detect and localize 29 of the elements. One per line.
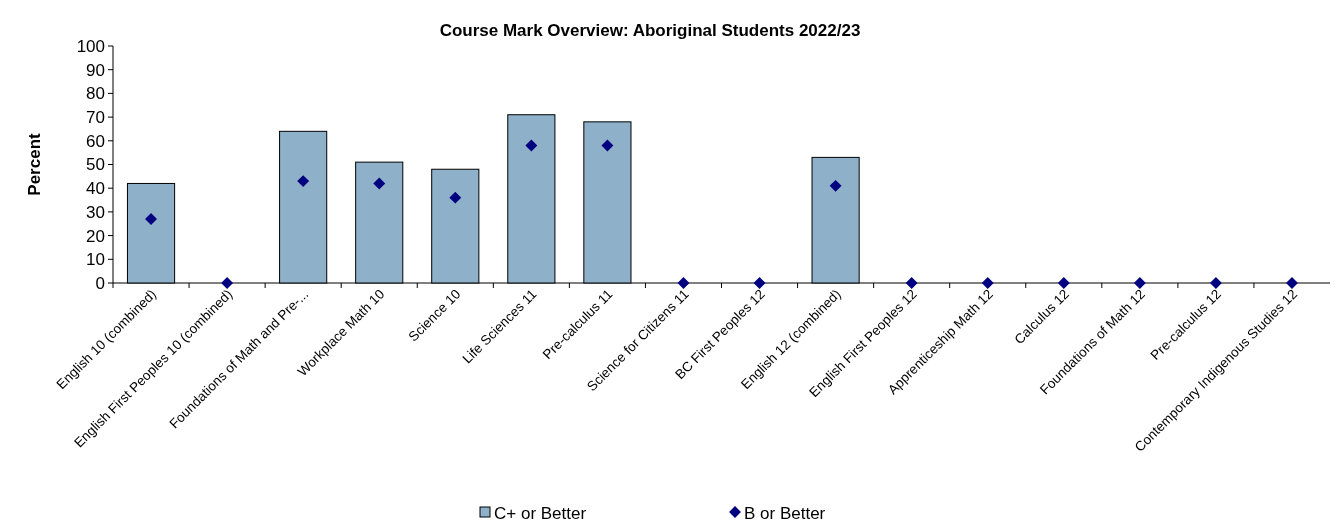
y-tick-label: 100 (76, 36, 105, 56)
y-tick-label: 50 (86, 155, 105, 175)
point (677, 277, 690, 289)
y-tick-label: 30 (86, 202, 105, 222)
point (449, 191, 462, 204)
y-tick-label: 0 (95, 273, 105, 293)
point (829, 179, 842, 192)
point (981, 277, 994, 289)
legend-label: C+ or Better (494, 504, 587, 523)
legend-label: B or Better (744, 504, 826, 523)
point (753, 277, 766, 289)
point (297, 175, 310, 188)
point (601, 139, 614, 152)
point (221, 277, 234, 289)
point (525, 139, 538, 152)
y-tick-label: 90 (86, 60, 105, 80)
y-tick-label: 10 (86, 250, 105, 270)
y-axis-title: Percent (25, 132, 44, 196)
chart-title: Course Mark Overview: Aboriginal Students 2022/23 (439, 21, 861, 40)
y-tick-label: 70 (86, 108, 105, 128)
point (373, 177, 386, 190)
y-tick-label: 60 (86, 131, 105, 151)
point (1133, 277, 1146, 289)
y-tick-label: 80 (86, 84, 105, 104)
point (905, 277, 918, 289)
point (1209, 277, 1222, 289)
point (1057, 277, 1070, 289)
y-tick-label: 40 (86, 179, 105, 199)
y-tick-label: 20 (86, 226, 105, 246)
